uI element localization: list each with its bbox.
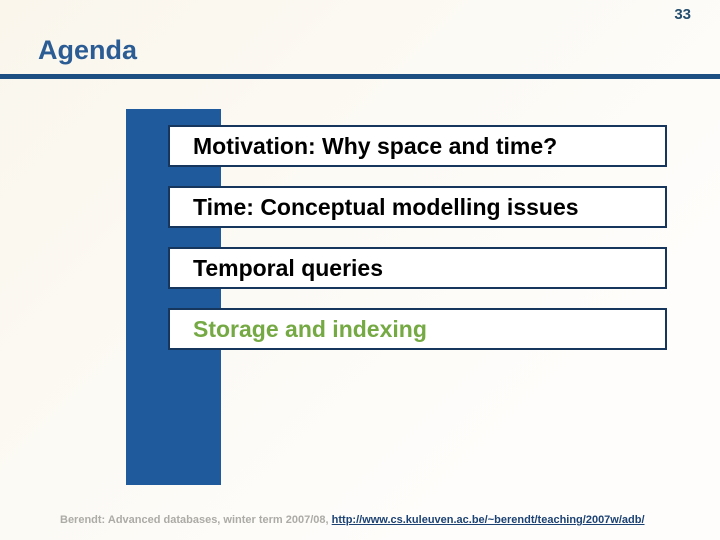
page-number: 33 [674, 6, 691, 23]
slide-title: Agenda [38, 35, 138, 65]
agenda-item-label: Motivation: Why space and time? [193, 132, 558, 159]
footer: Berendt: Advanced databases, winter term… [60, 514, 645, 526]
agenda-item: Temporal queries [168, 247, 667, 289]
agenda-list: Motivation: Why space and time? Time: Co… [168, 125, 667, 369]
agenda-item-label: Temporal queries [193, 254, 384, 281]
agenda-item-label: Time: Conceptual modelling issues [193, 193, 579, 220]
agenda-item-label: Storage and indexing [193, 315, 427, 342]
agenda-item: Time: Conceptual modelling issues [168, 186, 667, 228]
footer-credit-text: Berendt: Advanced databases, winter term… [60, 514, 332, 526]
footer-link[interactable]: http://www.cs.kuleuven.ac.be/~berendt/te… [331, 514, 645, 526]
title-divider-rule [0, 74, 720, 79]
agenda-item-current: Storage and indexing [168, 308, 667, 350]
agenda-item: Motivation: Why space and time? [168, 125, 667, 167]
accent-bar [126, 109, 221, 485]
